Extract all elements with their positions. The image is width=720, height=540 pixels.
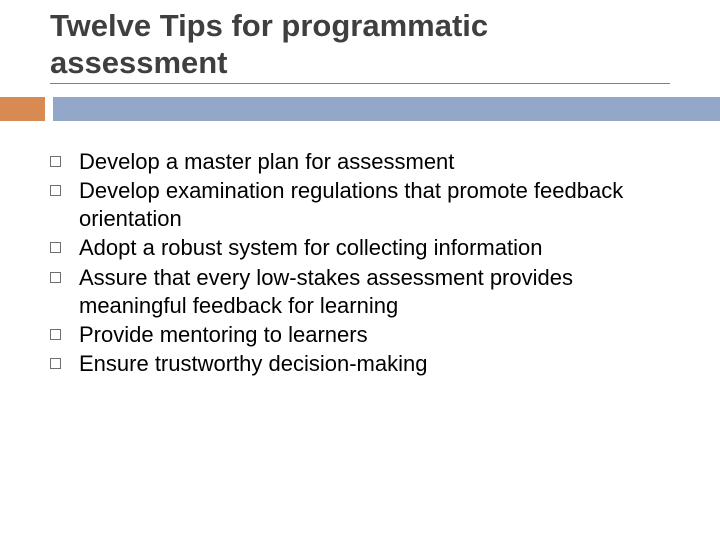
body-area: Develop a master plan for assessment Dev…	[50, 148, 680, 379]
list-item: Ensure trustworthy decision-making	[50, 350, 680, 378]
square-bullet-icon	[50, 358, 61, 369]
bullet-text: Develop a master plan for assessment	[79, 148, 454, 176]
bar-gap	[45, 97, 53, 121]
bullet-text: Provide mentoring to learners	[79, 321, 368, 349]
square-bullet-icon	[50, 242, 61, 253]
slide-title: Twelve Tips for programmatic assessment	[50, 8, 670, 83]
list-item: Provide mentoring to learners	[50, 321, 680, 349]
square-bullet-icon	[50, 185, 61, 196]
list-item: Develop examination regulations that pro…	[50, 177, 680, 233]
title-area: Twelve Tips for programmatic assessment	[50, 8, 670, 84]
square-bullet-icon	[50, 272, 61, 283]
bullet-text: Develop examination regulations that pro…	[79, 177, 680, 233]
list-item: Assure that every low-stakes assessment …	[50, 264, 680, 320]
bullet-text: Ensure trustworthy decision-making	[79, 350, 427, 378]
square-bullet-icon	[50, 329, 61, 340]
bullet-text: Adopt a robust system for collecting inf…	[79, 234, 542, 262]
horizontal-bar	[53, 97, 720, 121]
title-underline	[50, 83, 670, 84]
accent-bar-row	[0, 97, 720, 121]
list-item: Develop a master plan for assessment	[50, 148, 680, 176]
accent-box	[0, 97, 45, 121]
square-bullet-icon	[50, 156, 61, 167]
bullet-text: Assure that every low-stakes assessment …	[79, 264, 680, 320]
slide: Twelve Tips for programmatic assessment …	[0, 0, 720, 540]
list-item: Adopt a robust system for collecting inf…	[50, 234, 680, 262]
